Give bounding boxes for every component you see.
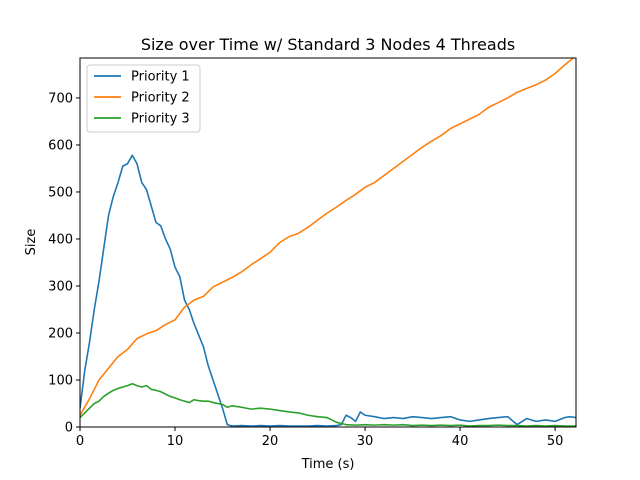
- series-line-1: [80, 154, 576, 427]
- y-tick-label: 500: [48, 185, 73, 200]
- legend-label-2: Priority 2: [131, 91, 190, 106]
- x-tick-label: 0: [76, 434, 84, 449]
- series-line-2: [80, 58, 575, 416]
- x-axis: 0 10 20 30 40 50: [76, 427, 564, 449]
- x-tick-label: 30: [357, 434, 374, 449]
- legend-label-3: Priority 3: [131, 112, 190, 127]
- y-tick-label: 700: [48, 91, 73, 106]
- legend-label-1: Priority 1: [131, 70, 190, 85]
- y-tick-label: 400: [48, 232, 73, 247]
- y-axis: 0 100 200 300 400 500 600 700: [48, 91, 80, 436]
- legend-box: [86, 64, 201, 133]
- chart-title: Size over Time w/ Standard 3 Nodes 4 Thr…: [141, 35, 515, 54]
- plot-lines: [80, 58, 576, 427]
- y-tick-label: 300: [48, 279, 73, 294]
- x-tick-label: 20: [262, 434, 279, 449]
- y-tick-label: 100: [48, 373, 73, 388]
- x-tick-label: 40: [452, 434, 469, 449]
- y-axis-label: Size: [24, 229, 39, 256]
- x-tick-label: 50: [547, 434, 564, 449]
- legend: Priority 1 Priority 2 Priority 3: [86, 64, 201, 133]
- x-axis-label: Time (s): [301, 457, 355, 472]
- series-line-3: [80, 382, 576, 427]
- y-tick-label: 600: [48, 138, 73, 153]
- y-tick-label: 0: [65, 421, 73, 436]
- x-tick-label: 10: [167, 434, 184, 449]
- plot-frame: [79, 57, 577, 428]
- y-tick-label: 200: [48, 326, 73, 341]
